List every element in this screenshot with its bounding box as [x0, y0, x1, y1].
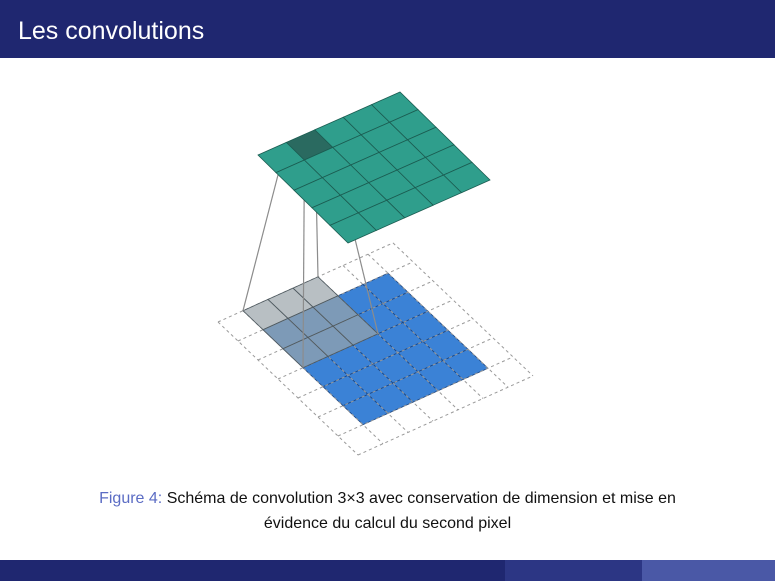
- slide-title: Les convolutions: [18, 17, 205, 45]
- padding-grid-line: [392, 242, 534, 377]
- footer-segment-right: [642, 560, 775, 581]
- padding-grid-line: [367, 253, 509, 388]
- figure-caption: Figure 4: Schéma de convolution 3×3 avec…: [20, 486, 755, 536]
- caption-text-line2: évidence du calcul du second pixel: [263, 515, 512, 532]
- padding-grid-line: [297, 318, 474, 399]
- padding-grid-line: [357, 375, 534, 456]
- output-cell: [442, 161, 491, 194]
- padding-grid-line: [337, 356, 514, 437]
- footer-segment-middle: [505, 560, 642, 581]
- caption-text-line1: Schéma de convolution 3×3 avec conservat…: [166, 490, 676, 507]
- footer-bar: [0, 560, 775, 581]
- padding-grid-line: [317, 337, 494, 418]
- title-bar: Les convolutions: [0, 0, 775, 58]
- figure-label: Figure 4:: [99, 490, 163, 507]
- padding-grid-line: [217, 321, 359, 456]
